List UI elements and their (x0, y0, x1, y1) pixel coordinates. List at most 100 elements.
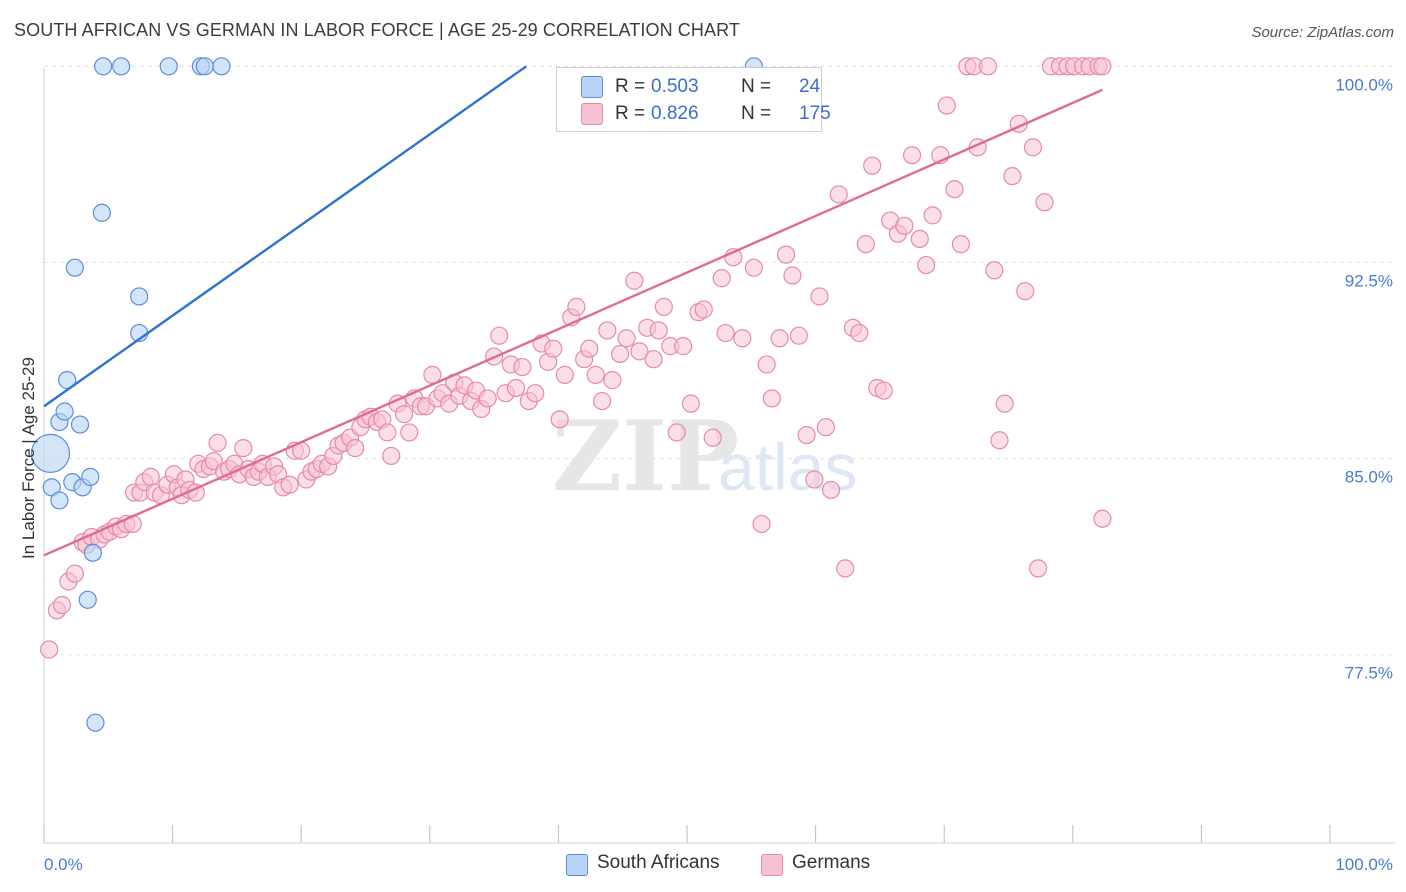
legend-r-label: R = (615, 103, 646, 124)
data-point-german (776, 245, 796, 264)
y-tick-label: 85.0% (1345, 468, 1393, 487)
chart-title: SOUTH AFRICAN VS GERMAN IN LABOR FORCE |… (14, 20, 740, 40)
data-point-german (917, 255, 936, 275)
data-point-german (874, 381, 893, 400)
data-point-german (744, 258, 763, 277)
data-point-german (478, 389, 497, 408)
gridlines (44, 65, 1395, 656)
watermark-zip: ZIP (552, 400, 739, 513)
bottom-legend-label: Germans (792, 852, 871, 873)
y-tick-label: 100.0% (1335, 75, 1393, 94)
data-point-german (863, 156, 882, 175)
data-point-south-african (92, 203, 111, 222)
data-point-german (378, 423, 397, 442)
data-point-german (1093, 57, 1112, 76)
data-point-german (945, 180, 964, 199)
legend-n-label: N = (741, 103, 772, 124)
legend-n-value: 175 (799, 103, 831, 124)
data-point-german (694, 300, 713, 319)
data-point-german (141, 467, 160, 486)
data-point-german (617, 329, 636, 348)
bottom-legend-swatch-south-africans (566, 854, 588, 876)
data-point-german (805, 470, 824, 489)
data-point-south-african (94, 57, 113, 76)
german-points (40, 57, 1112, 659)
data-point-south-african (159, 57, 178, 76)
data-point-south-african (130, 287, 149, 306)
data-point-german (923, 206, 942, 225)
trend-lines (43, 65, 1103, 557)
data-point-german (757, 355, 776, 374)
data-point-german (506, 378, 526, 398)
data-point-south-african (212, 57, 231, 76)
data-point-german (611, 344, 630, 364)
data-point-german (978, 57, 998, 76)
data-point-german (603, 371, 622, 390)
data-point-german (513, 357, 532, 377)
legend-r-label: R = (615, 76, 646, 97)
data-point-german (783, 266, 802, 285)
data-point-german (567, 297, 586, 316)
data-point-german (1035, 193, 1054, 212)
data-point-german (810, 287, 829, 306)
data-point-german (821, 480, 841, 500)
data-point-german (526, 384, 545, 403)
data-point-south-african (112, 57, 131, 76)
legend-n-value: 24 (799, 76, 821, 97)
data-point-german (995, 394, 1014, 413)
source-label: Source: ZipAtlas.com (1251, 24, 1394, 41)
data-point-german (681, 394, 700, 413)
x-tick-label: 0.0% (44, 855, 83, 874)
legend-swatch-south-africans (581, 76, 603, 98)
data-point-german (394, 405, 414, 424)
data-point-german (937, 96, 956, 115)
bottom-legend-label: South Africans (597, 852, 720, 873)
data-point-german (816, 418, 835, 437)
data-point-german (703, 428, 722, 447)
legend-r-value: 0.826 (651, 103, 699, 124)
data-point-german (836, 559, 855, 578)
legend-n-label: N = (741, 76, 772, 97)
data-point-german (400, 423, 419, 442)
data-point-german (382, 446, 401, 466)
y-tick-label: 92.5% (1345, 271, 1393, 290)
x-tick-label: 100.0% (1335, 855, 1393, 874)
tick-labels: 100.0% 92.5% 85.0% 77.5% 0.0% 100.0% (44, 75, 1393, 874)
stats-legend: R = 0.503 N = 24 R = 0.826 N = 175 (556, 67, 831, 132)
data-point-south-african (55, 402, 74, 421)
data-point-german (490, 326, 509, 345)
data-point-german (674, 337, 693, 356)
data-point-german (667, 423, 686, 442)
trend-line-germans (43, 88, 1103, 557)
y-tick-label: 77.5% (1345, 664, 1393, 683)
data-point-german (625, 271, 644, 290)
south-african-points (30, 57, 763, 732)
legend-r-value: 0.503 (651, 76, 699, 97)
data-point-german (1016, 282, 1035, 301)
data-point-german (770, 329, 789, 348)
data-point-german (630, 342, 649, 361)
data-point-german (910, 229, 929, 249)
y-axis-label: In Labor Force | Age 25-29 (19, 357, 38, 559)
data-point-german (797, 425, 816, 445)
data-point-german (762, 389, 781, 408)
data-point-german (40, 640, 59, 659)
bottom-legend-swatch-germans (761, 854, 783, 876)
data-point-german (951, 235, 971, 254)
data-point-german (985, 261, 1004, 280)
data-point-south-african-large (30, 433, 71, 473)
data-point-german (234, 439, 253, 458)
data-point-south-african (83, 543, 102, 562)
data-point-german (716, 323, 735, 343)
data-point-german (1003, 167, 1022, 186)
data-point-german (1028, 559, 1048, 578)
legend-swatch-germans (581, 103, 603, 125)
data-point-german (280, 475, 299, 494)
data-point-german (598, 321, 617, 340)
data-point-south-african (195, 57, 214, 76)
data-point-south-african (70, 415, 90, 434)
data-point-german (208, 433, 227, 452)
data-point-german (712, 269, 731, 288)
data-point-german (586, 365, 605, 384)
